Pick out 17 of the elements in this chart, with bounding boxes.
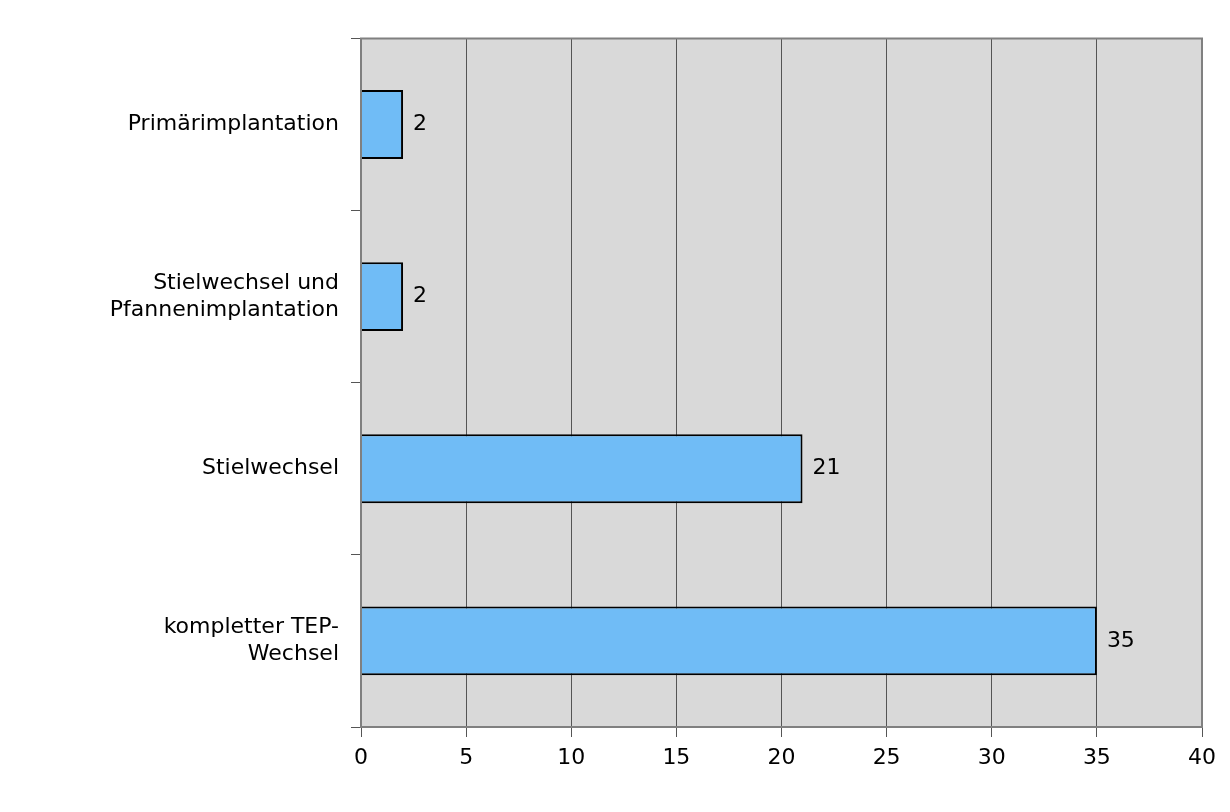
x-tick-label: 25 <box>872 743 901 769</box>
y-tick-label: Primärimplantation <box>127 110 339 136</box>
x-tick-label: 0 <box>354 743 368 769</box>
y-tick-label: kompletter TEP-Wechsel <box>163 613 339 665</box>
data-label: 21 <box>812 454 841 480</box>
y-tick-label: Stielwechsel und Pfannenimplantation <box>109 269 339 321</box>
x-tick-label: 15 <box>662 743 691 769</box>
x-tick-label: 30 <box>977 743 1006 769</box>
x-tick-label: 5 <box>459 743 474 769</box>
data-label: 35 <box>1106 626 1135 652</box>
x-tick-label: 40 <box>1188 743 1216 769</box>
y-tick-label: Stielwechsel <box>201 454 339 480</box>
x-tick-label: 10 <box>557 743 586 769</box>
data-label: 2 <box>413 110 428 136</box>
x-tick-label: 20 <box>767 743 796 769</box>
x-tick-label: 35 <box>1082 743 1111 769</box>
data-label: 2 <box>413 282 428 308</box>
